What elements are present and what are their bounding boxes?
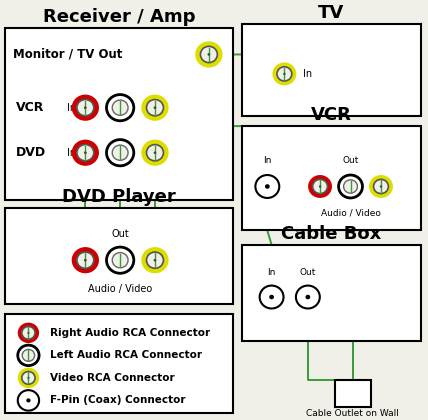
Circle shape xyxy=(112,145,128,160)
Circle shape xyxy=(26,398,30,402)
Circle shape xyxy=(146,144,163,161)
Circle shape xyxy=(77,100,94,116)
Text: DVD: DVD xyxy=(16,146,46,159)
Text: In: In xyxy=(303,69,312,79)
FancyBboxPatch shape xyxy=(5,315,233,413)
FancyBboxPatch shape xyxy=(5,208,233,304)
Text: Receiver / Amp: Receiver / Amp xyxy=(43,8,195,26)
Circle shape xyxy=(77,144,94,161)
Text: Out: Out xyxy=(342,156,359,165)
Circle shape xyxy=(18,323,39,343)
Circle shape xyxy=(344,180,357,193)
Circle shape xyxy=(269,295,274,299)
Circle shape xyxy=(107,94,134,121)
Circle shape xyxy=(195,41,223,68)
Circle shape xyxy=(22,372,35,384)
Circle shape xyxy=(369,175,393,198)
Text: DVD Player: DVD Player xyxy=(62,188,176,206)
Circle shape xyxy=(27,377,30,379)
Circle shape xyxy=(312,179,327,194)
Circle shape xyxy=(208,53,210,56)
Circle shape xyxy=(71,247,99,273)
Text: In: In xyxy=(268,268,276,276)
Circle shape xyxy=(154,106,156,109)
Circle shape xyxy=(154,259,156,262)
Circle shape xyxy=(200,46,217,63)
FancyBboxPatch shape xyxy=(5,28,233,200)
Text: Left Audio RCA Connector: Left Audio RCA Connector xyxy=(50,350,202,360)
Circle shape xyxy=(283,73,285,75)
Circle shape xyxy=(141,94,169,121)
Circle shape xyxy=(112,100,128,115)
Text: Audio / Video: Audio / Video xyxy=(88,284,152,294)
Text: Video RCA Connector: Video RCA Connector xyxy=(50,373,174,383)
Circle shape xyxy=(107,139,134,166)
Circle shape xyxy=(22,326,35,339)
Text: Audio / Video: Audio / Video xyxy=(321,208,380,217)
Circle shape xyxy=(374,179,388,194)
FancyBboxPatch shape xyxy=(242,24,421,116)
Text: In: In xyxy=(263,156,271,165)
Circle shape xyxy=(146,100,163,116)
FancyBboxPatch shape xyxy=(335,380,371,407)
Circle shape xyxy=(112,252,128,268)
Circle shape xyxy=(71,139,99,166)
Circle shape xyxy=(339,175,363,198)
Circle shape xyxy=(260,286,283,308)
Text: TV: TV xyxy=(318,4,345,22)
Circle shape xyxy=(380,185,382,188)
Text: VCR: VCR xyxy=(311,106,352,124)
Circle shape xyxy=(154,151,156,154)
Circle shape xyxy=(18,345,39,365)
Circle shape xyxy=(18,368,39,388)
Circle shape xyxy=(77,252,94,268)
Circle shape xyxy=(256,175,279,198)
Text: Out: Out xyxy=(111,229,129,239)
Text: Out: Out xyxy=(300,268,316,276)
Text: Cable Outlet on Wall: Cable Outlet on Wall xyxy=(306,409,399,417)
Circle shape xyxy=(84,151,87,154)
Circle shape xyxy=(296,286,320,308)
Circle shape xyxy=(84,106,87,109)
Circle shape xyxy=(22,349,35,361)
Circle shape xyxy=(84,259,87,262)
Circle shape xyxy=(27,332,30,334)
Circle shape xyxy=(18,390,39,411)
Text: F-Pin (Coax) Connector: F-Pin (Coax) Connector xyxy=(50,395,185,405)
Text: Cable Box: Cable Box xyxy=(281,225,381,243)
Circle shape xyxy=(107,247,134,273)
Circle shape xyxy=(146,252,163,268)
Circle shape xyxy=(71,94,99,121)
Text: In: In xyxy=(67,148,76,158)
Circle shape xyxy=(308,175,332,198)
FancyBboxPatch shape xyxy=(242,245,421,341)
Circle shape xyxy=(306,295,310,299)
Circle shape xyxy=(141,139,169,166)
Text: Right Audio RCA Connector: Right Audio RCA Connector xyxy=(50,328,210,338)
Text: Monitor / TV Out: Monitor / TV Out xyxy=(14,48,123,61)
Circle shape xyxy=(319,185,321,188)
Text: VCR: VCR xyxy=(16,101,44,114)
Circle shape xyxy=(265,184,270,189)
Text: In: In xyxy=(67,102,76,113)
Circle shape xyxy=(273,63,296,85)
Circle shape xyxy=(277,67,292,81)
FancyBboxPatch shape xyxy=(242,126,421,231)
Circle shape xyxy=(141,247,169,273)
